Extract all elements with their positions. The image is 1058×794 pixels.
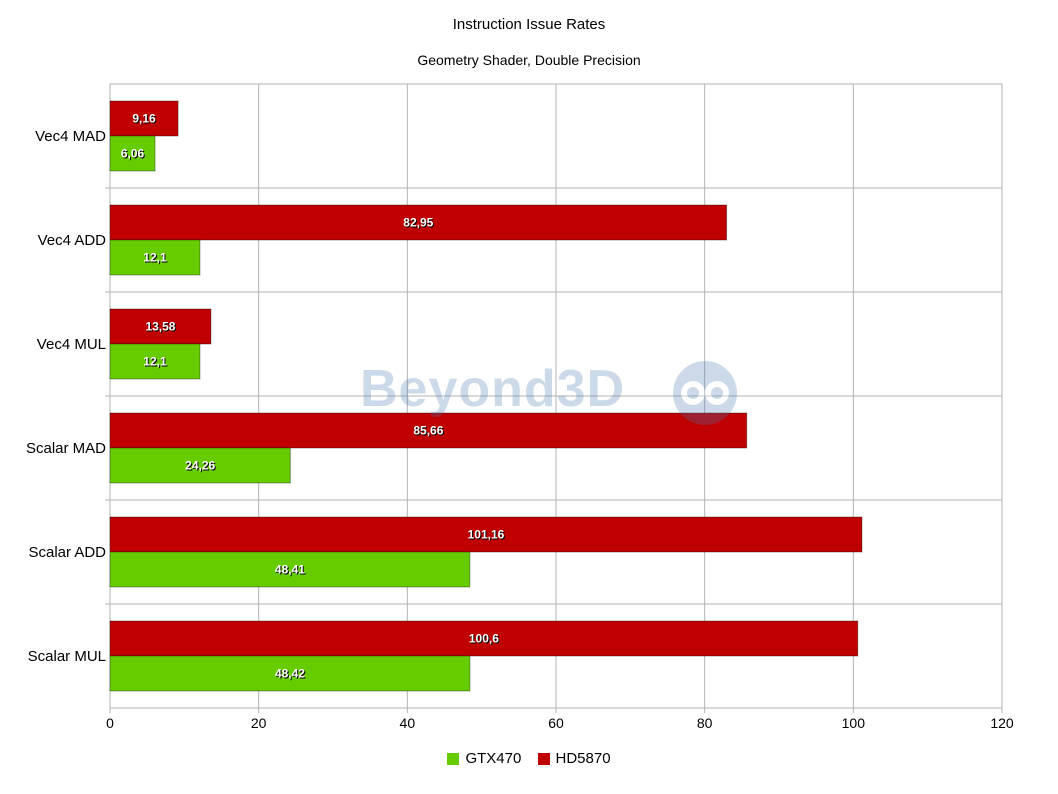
x-tick-label: 20	[251, 715, 267, 731]
legend-label-gtx470: GTX470	[465, 750, 522, 767]
data-label: 13,58	[145, 320, 175, 334]
category-label: Vec4 ADD	[38, 232, 107, 249]
x-tick-label: 60	[548, 715, 564, 731]
data-label-shadow: 9,16	[133, 113, 157, 127]
data-label-shadow: 82,95	[404, 217, 434, 231]
legend-item-gtx470: GTX470	[447, 750, 521, 767]
chart-legend: GTX470 HD5870	[0, 750, 1058, 769]
x-tick-label: 100	[842, 715, 866, 731]
data-label: 100,6	[469, 632, 499, 646]
data-label: 85,66	[413, 424, 443, 438]
category-label: Scalar ADD	[28, 544, 106, 561]
x-tick-label: 80	[697, 715, 713, 731]
legend-swatch-hd5870	[537, 752, 550, 765]
data-label: 48,41	[275, 563, 305, 577]
category-label: Vec4 MUL	[37, 336, 106, 353]
legend-item-hd5870: HD5870	[537, 750, 611, 767]
data-label: 9,16	[132, 112, 156, 126]
category-label: Scalar MUL	[28, 648, 106, 665]
data-label-shadow: 12,1	[144, 356, 168, 370]
legend-label-hd5870: HD5870	[555, 750, 611, 767]
x-tick-label: 0	[106, 715, 114, 731]
data-label-shadow: 48,42	[276, 668, 306, 682]
data-label-shadow: 48,41	[276, 564, 306, 578]
data-label: 101,16	[468, 528, 505, 542]
data-label-shadow: 100,6	[470, 633, 500, 647]
data-label: 12,1	[143, 355, 167, 369]
bar-hd5870	[109, 620, 859, 657]
chart-title: Instruction Issue Rates	[452, 16, 606, 33]
data-label: 24,26	[185, 459, 215, 473]
legend-swatch-gtx470	[447, 752, 460, 765]
bar-gtx470	[109, 447, 291, 484]
data-label-shadow: 85,66	[414, 425, 444, 439]
category-label: Vec4 MAD	[35, 128, 106, 145]
x-tick-label: 40	[400, 715, 416, 731]
data-label-shadow: 13,58	[146, 321, 176, 335]
data-label-shadow: 101,16	[469, 529, 506, 543]
data-label-shadow: 24,26	[186, 460, 216, 474]
data-label-shadow: 6,06	[122, 148, 146, 162]
bar-hd5870	[109, 412, 748, 449]
chart-subtitle: Geometry Shader, Double Precision	[417, 52, 641, 68]
x-tick-label: 120	[990, 715, 1014, 731]
category-label: Scalar MAD	[26, 440, 106, 457]
bar-gtx470	[109, 135, 156, 172]
bar-gtx470	[109, 239, 201, 276]
bar-gtx470	[109, 655, 471, 692]
bar-hd5870	[109, 516, 863, 553]
bar-gtx470	[109, 551, 471, 588]
data-label: 82,95	[403, 216, 433, 230]
data-label: 12,1	[143, 251, 167, 265]
data-label-shadow: 12,1	[144, 252, 168, 266]
data-label: 6,06	[121, 147, 145, 161]
bar-hd5870	[109, 204, 728, 241]
bar-gtx470	[109, 343, 201, 380]
data-label: 48,42	[275, 667, 305, 681]
